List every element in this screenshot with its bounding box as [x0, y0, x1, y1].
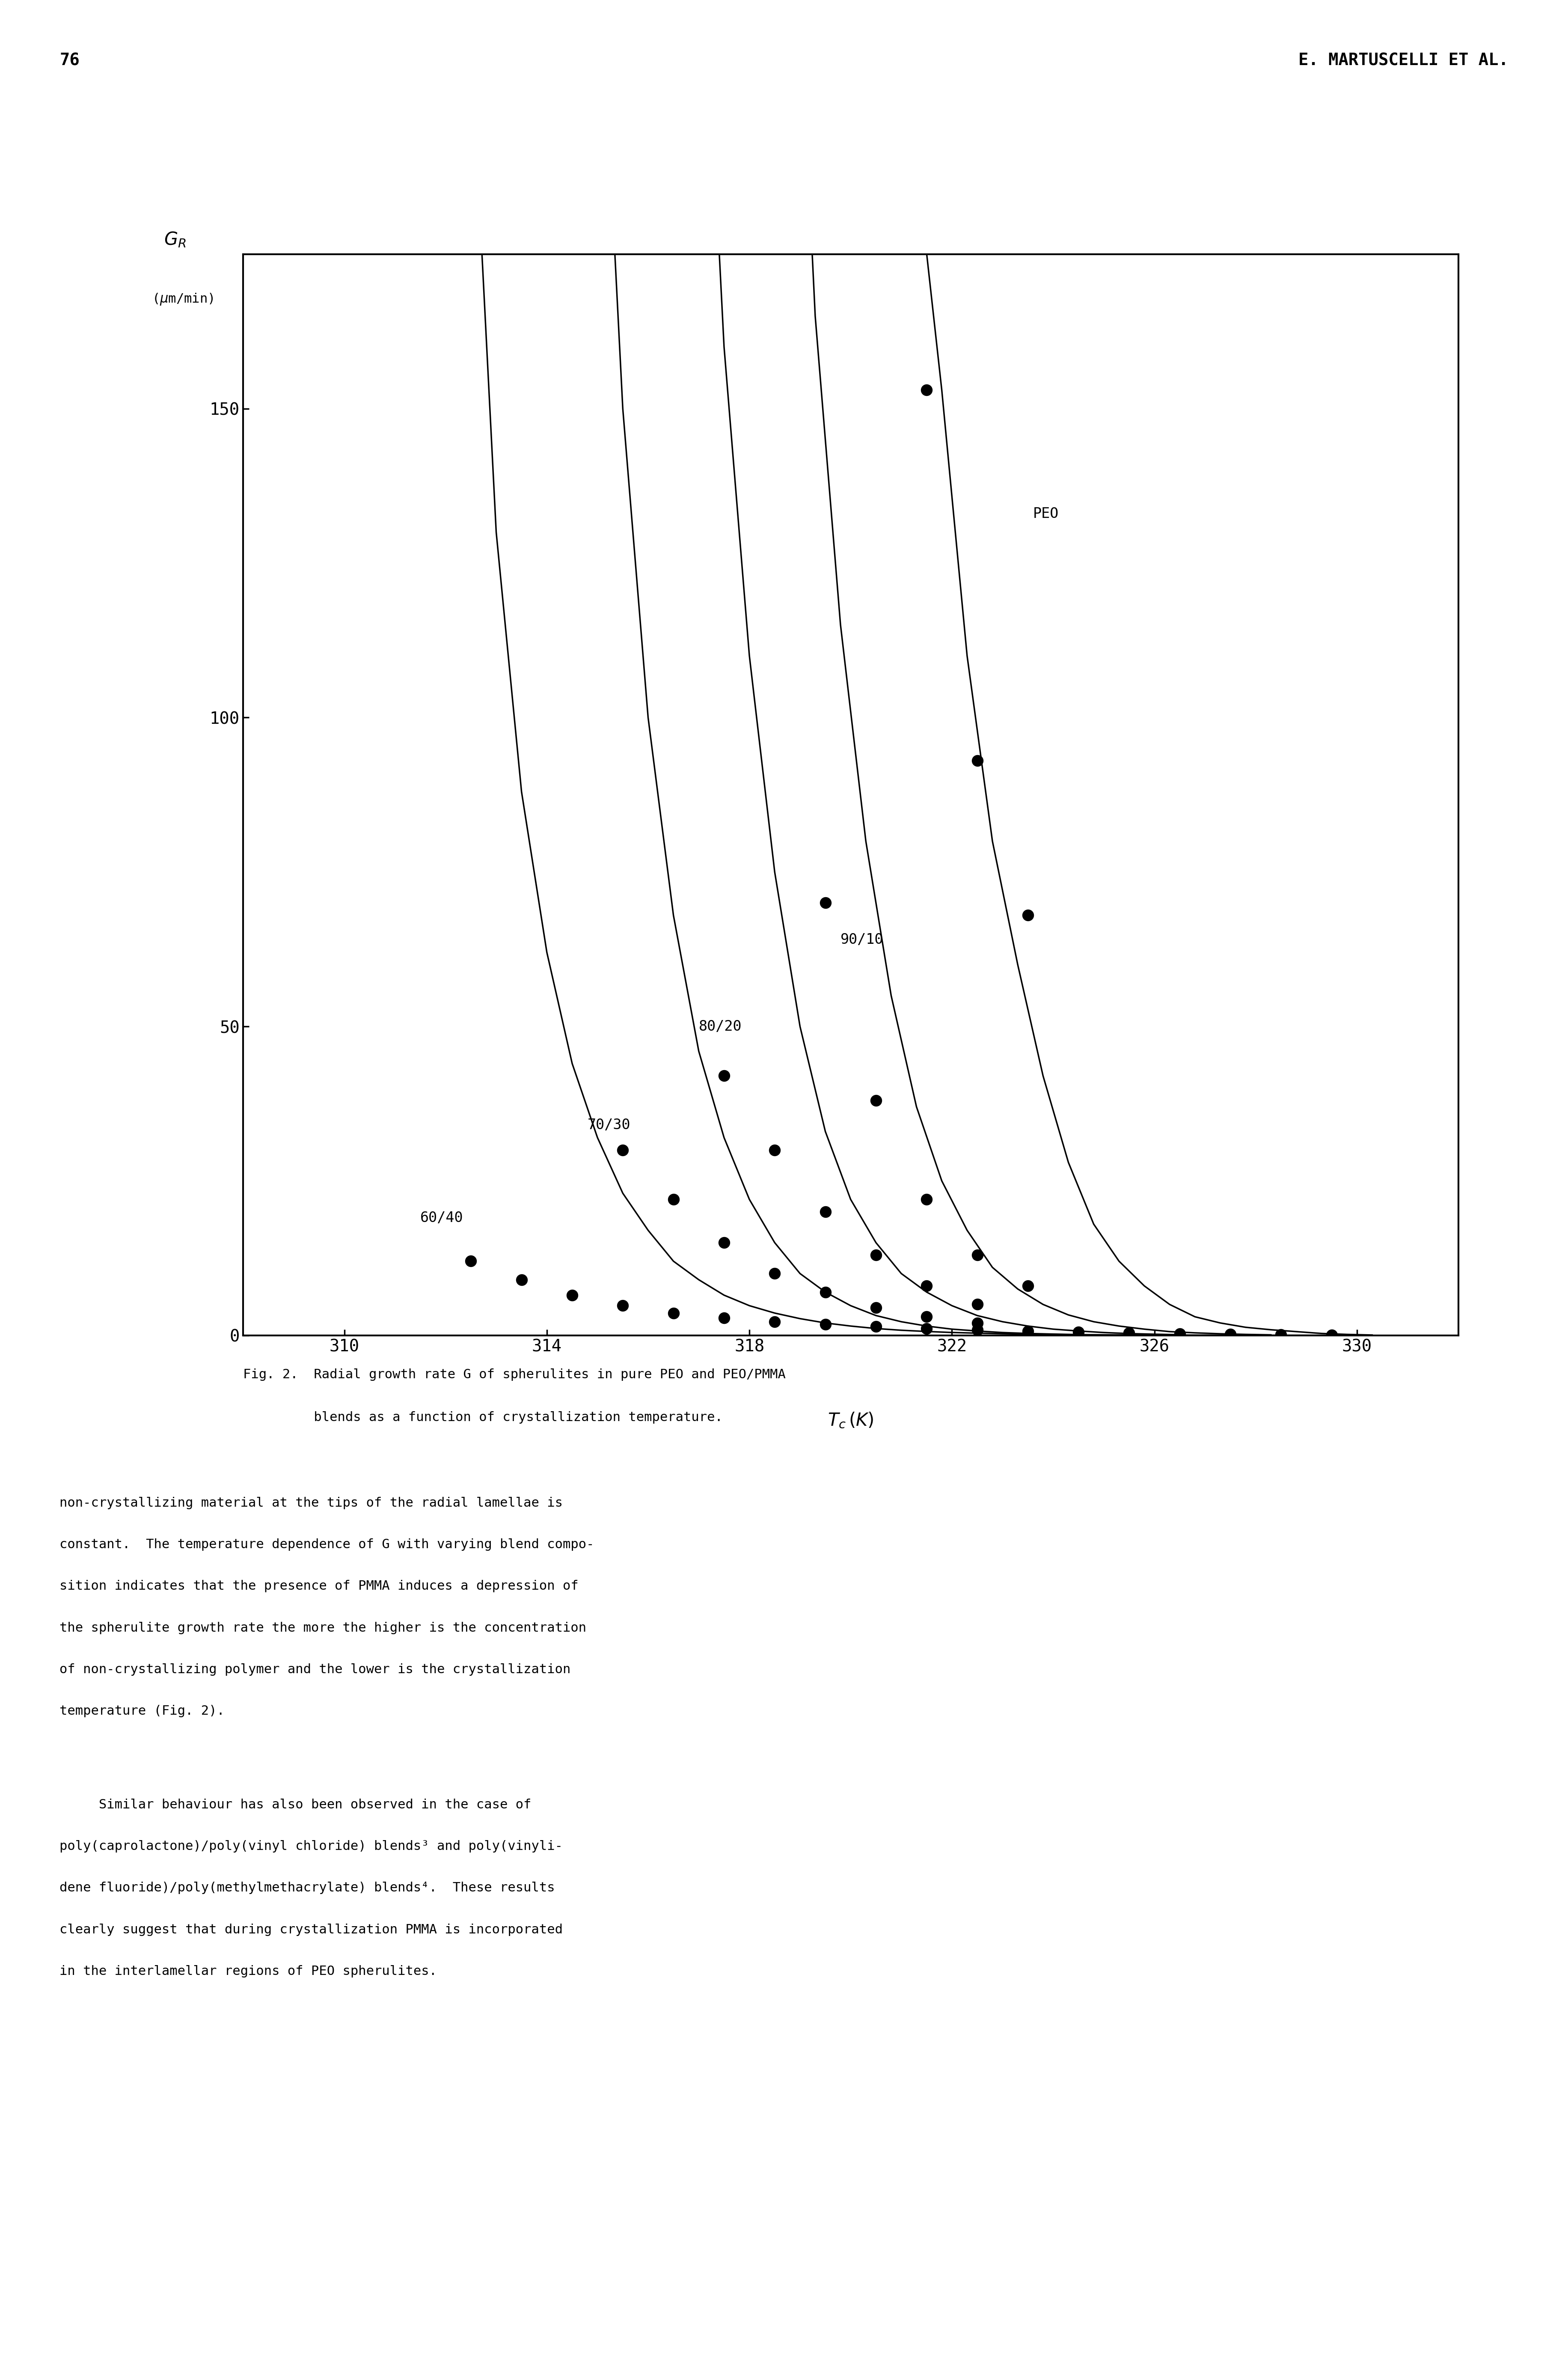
- Text: $G_R$: $G_R$: [165, 230, 187, 249]
- Text: PEO: PEO: [1033, 506, 1058, 520]
- Point: [914, 1181, 939, 1219]
- Point: [762, 1255, 787, 1293]
- Point: [1066, 1314, 1091, 1352]
- Point: [864, 1081, 889, 1119]
- Point: [1218, 1314, 1243, 1352]
- Text: $T_c\/(K)$: $T_c\/(K)$: [828, 1411, 873, 1430]
- Point: [964, 1236, 989, 1274]
- Text: the spherulite growth rate the more the higher is the concentration: the spherulite growth rate the more the …: [60, 1620, 586, 1635]
- Point: [660, 1295, 685, 1333]
- Point: [660, 1181, 685, 1219]
- Point: [914, 1266, 939, 1304]
- Text: ($\mu$m/min): ($\mu$m/min): [152, 292, 213, 307]
- Point: [510, 1262, 535, 1300]
- Point: [914, 1297, 939, 1335]
- Point: [762, 1302, 787, 1340]
- Text: sition indicates that the presence of PMMA induces a depression of: sition indicates that the presence of PM…: [60, 1580, 579, 1592]
- Point: [812, 1193, 837, 1231]
- Text: poly(caprolactone)/poly(vinyl chloride) blends³ and poly(vinyli-: poly(caprolactone)/poly(vinyl chloride) …: [60, 1839, 563, 1853]
- Point: [812, 884, 837, 922]
- Text: in the interlamellar regions of PEO spherulites.: in the interlamellar regions of PEO sphe…: [60, 1965, 437, 1977]
- Point: [560, 1276, 585, 1314]
- Point: [712, 1300, 737, 1338]
- Point: [1016, 1312, 1041, 1350]
- Point: [762, 1131, 787, 1169]
- Text: of non-crystallizing polymer and the lower is the crystallization: of non-crystallizing polymer and the low…: [60, 1663, 571, 1675]
- Point: [914, 371, 939, 409]
- Point: [864, 1288, 889, 1326]
- Point: [1167, 1314, 1192, 1352]
- Text: 90/10: 90/10: [840, 934, 884, 948]
- Point: [864, 1307, 889, 1345]
- Text: 80/20: 80/20: [699, 1019, 742, 1034]
- Point: [812, 1304, 837, 1342]
- Point: [610, 1131, 635, 1169]
- Point: [964, 1285, 989, 1323]
- Text: non-crystallizing material at the tips of the radial lamellae is: non-crystallizing material at the tips o…: [60, 1497, 563, 1509]
- Point: [914, 1309, 939, 1347]
- Point: [964, 1304, 989, 1342]
- Point: [1319, 1316, 1344, 1354]
- Point: [1016, 1266, 1041, 1304]
- Point: [712, 1057, 737, 1095]
- Point: [864, 1236, 889, 1274]
- Text: dene fluoride)/poly(methylmethacrylate) blends⁴.  These results: dene fluoride)/poly(methylmethacrylate) …: [60, 1882, 555, 1894]
- Text: 70/30: 70/30: [588, 1119, 630, 1133]
- Point: [712, 1224, 737, 1262]
- Point: [1269, 1316, 1294, 1354]
- Text: temperature (Fig. 2).: temperature (Fig. 2).: [60, 1706, 224, 1718]
- Point: [610, 1288, 635, 1326]
- Text: clearly suggest that during crystallization PMMA is incorporated: clearly suggest that during crystallizat…: [60, 1925, 563, 1936]
- Point: [458, 1243, 483, 1281]
- Point: [812, 1274, 837, 1312]
- Text: Similar behaviour has also been observed in the case of: Similar behaviour has also been observed…: [60, 1799, 532, 1811]
- Text: E. MARTUSCELLI ET AL.: E. MARTUSCELLI ET AL.: [1298, 52, 1508, 69]
- Point: [1016, 896, 1041, 934]
- Text: Fig. 2.  Radial growth rate G of spherulites in pure PEO and PEO/PMMA: Fig. 2. Radial growth rate G of spheruli…: [243, 1369, 786, 1380]
- Text: 76: 76: [60, 52, 80, 69]
- Point: [1116, 1314, 1142, 1352]
- Text: 60/40: 60/40: [420, 1212, 463, 1226]
- Point: [964, 741, 989, 779]
- Text: blends as a function of crystallization temperature.: blends as a function of crystallization …: [243, 1411, 723, 1423]
- Point: [964, 1312, 989, 1350]
- Text: constant.  The temperature dependence of G with varying blend compo-: constant. The temperature dependence of …: [60, 1540, 594, 1552]
